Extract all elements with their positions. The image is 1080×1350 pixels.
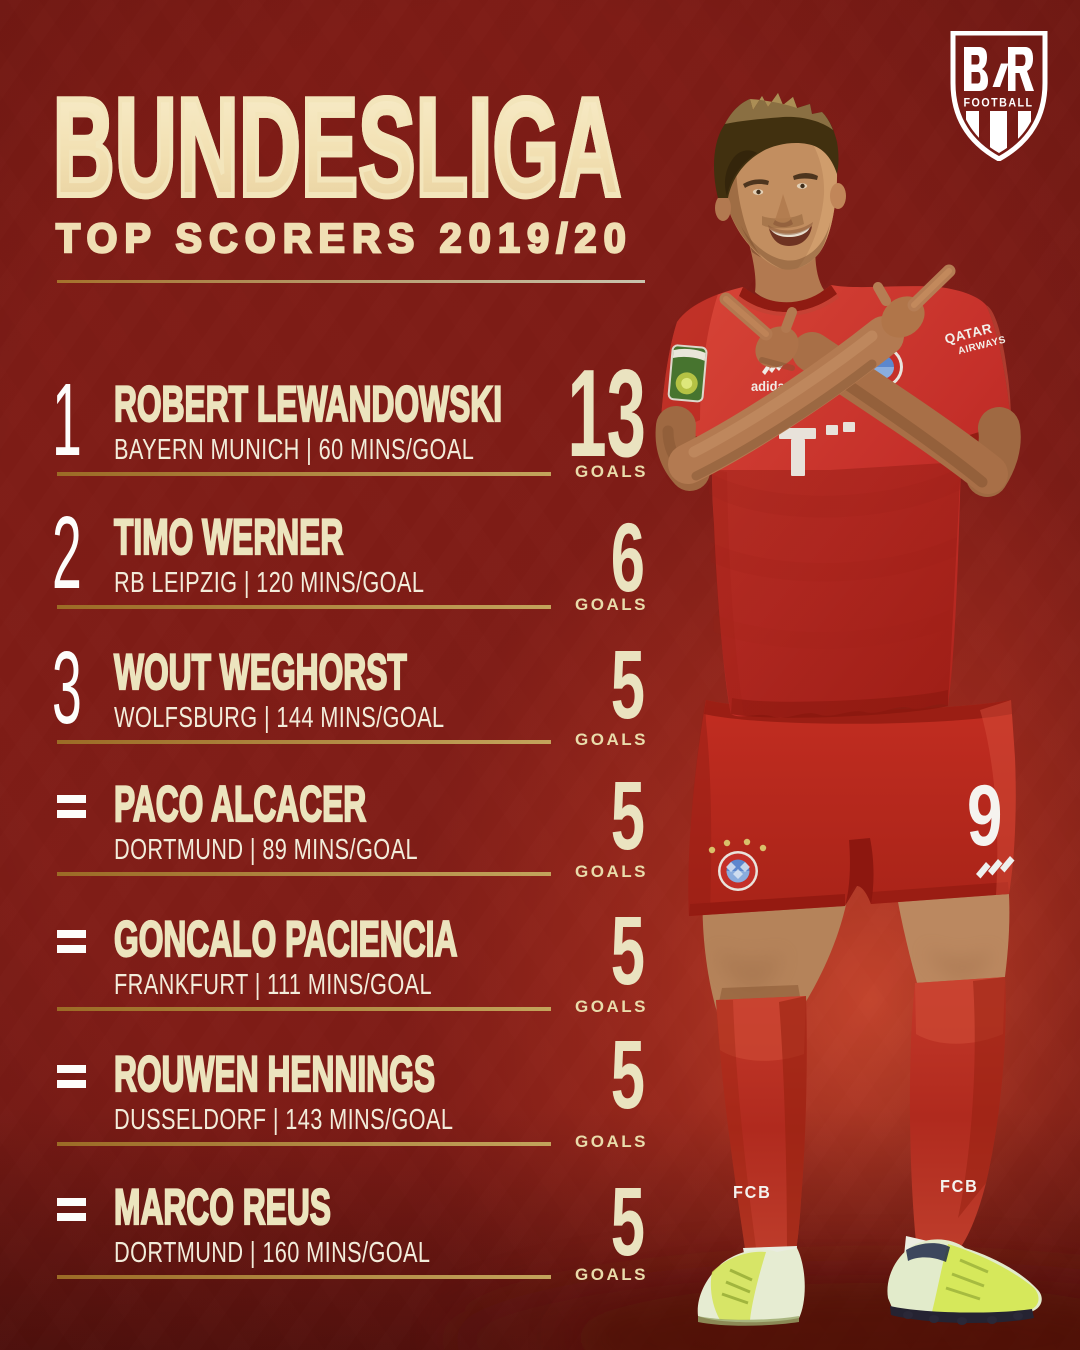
svg-text:FOOTBALL: FOOTBALL (964, 97, 1034, 109)
svg-text:9: 9 (967, 769, 1002, 864)
svg-text:FCB: FCB (940, 1176, 979, 1196)
svg-text:FCB: FCB (733, 1182, 772, 1202)
